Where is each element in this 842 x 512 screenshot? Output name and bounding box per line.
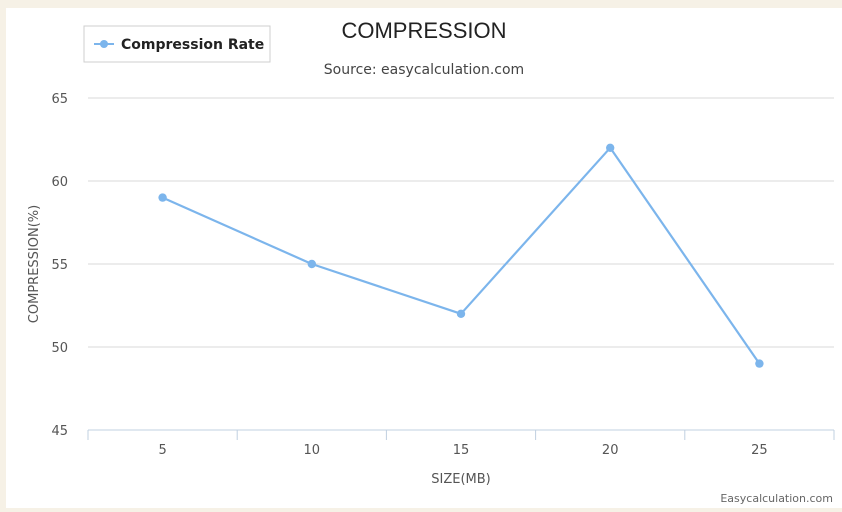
y-tick-label: 45 — [51, 424, 68, 439]
data-point[interactable] — [755, 359, 764, 368]
data-point[interactable] — [158, 193, 167, 202]
y-tick-label: 65 — [51, 92, 68, 107]
x-tick-label: 15 — [453, 443, 470, 458]
data-point[interactable] — [307, 259, 316, 269]
data-point[interactable] — [456, 309, 466, 318]
legend[interactable]: Compression Rate — [83, 25, 271, 63]
grid-lines — [88, 97, 834, 348]
chart-frame: COMPRESSION Source: easycalculation.com … — [6, 8, 842, 508]
x-tick-label: 25 — [751, 443, 768, 458]
line-chart: COMPRESSION Source: easycalculation.com … — [27, 18, 835, 505]
y-tick-label: 50 — [51, 341, 68, 356]
x-tick-label: 10 — [304, 443, 321, 458]
y-axis-title: COMPRESSION(%) — [27, 205, 42, 323]
y-tick-label: 60 — [51, 175, 68, 190]
chart-title: COMPRESSION — [341, 18, 506, 43]
x-axis-title: SIZE(MB) — [431, 472, 490, 487]
y-tick-label: 55 — [51, 258, 68, 273]
legend-marker — [100, 40, 108, 48]
chart-subtitle: Source: easycalculation.com — [324, 62, 524, 78]
series-line — [162, 146, 761, 365]
data-point[interactable] — [606, 143, 615, 152]
series-compression-rate[interactable] — [158, 143, 764, 368]
credit-link[interactable]: Easycalculation.com — [720, 492, 833, 505]
x-axis: 5 10 15 20 25 — [87, 429, 835, 458]
legend-label: Compression Rate — [121, 37, 264, 53]
x-tick-label: 20 — [602, 443, 619, 458]
y-axis-ticks: 45 50 55 60 65 — [51, 92, 68, 439]
legend-box — [83, 25, 271, 63]
x-tick-label: 5 — [158, 443, 166, 458]
